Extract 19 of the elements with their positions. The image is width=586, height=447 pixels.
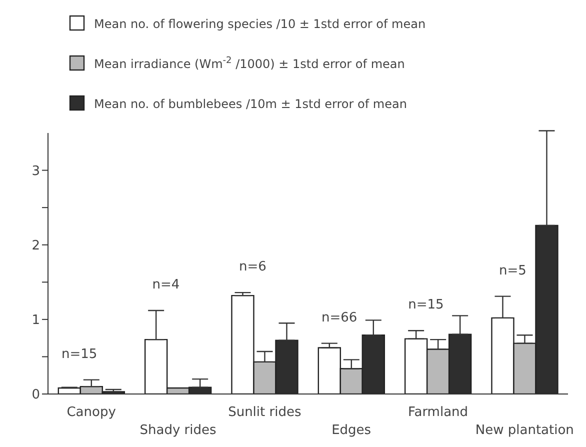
x-tick-label: Farmland bbox=[408, 405, 468, 420]
x-tick-label: Canopy bbox=[66, 405, 116, 420]
annotation: n=5 bbox=[498, 263, 526, 278]
annotation: n=6 bbox=[238, 260, 266, 275]
legend-label: Mean irradiance (Wm$^{-2}$ /1000) ± 1std error of mean bbox=[94, 56, 405, 71]
legend-label: Mean no. of bumblebees /10m ± 1std error of mean bbox=[94, 97, 407, 111]
y-tick-label: 3 bbox=[32, 164, 40, 179]
annotation: n=15 bbox=[408, 298, 444, 313]
annotation: n=15 bbox=[61, 346, 98, 362]
y-tick-label: 0 bbox=[32, 388, 40, 403]
x-tick-label: Shady rides bbox=[140, 423, 216, 438]
x-tick-label: New plantation bbox=[475, 423, 574, 438]
x-tick-label: Edges bbox=[332, 423, 372, 438]
legend-label: Mean no. of flowering species /10 ± 1std error of mean bbox=[94, 17, 426, 31]
y-tick-label: 2 bbox=[32, 238, 40, 254]
annotation: n=66 bbox=[321, 310, 358, 326]
y-tick-label: 1 bbox=[32, 313, 40, 328]
annotation: n=4 bbox=[152, 277, 180, 292]
x-tick-label: Sunlit rides bbox=[228, 405, 302, 420]
